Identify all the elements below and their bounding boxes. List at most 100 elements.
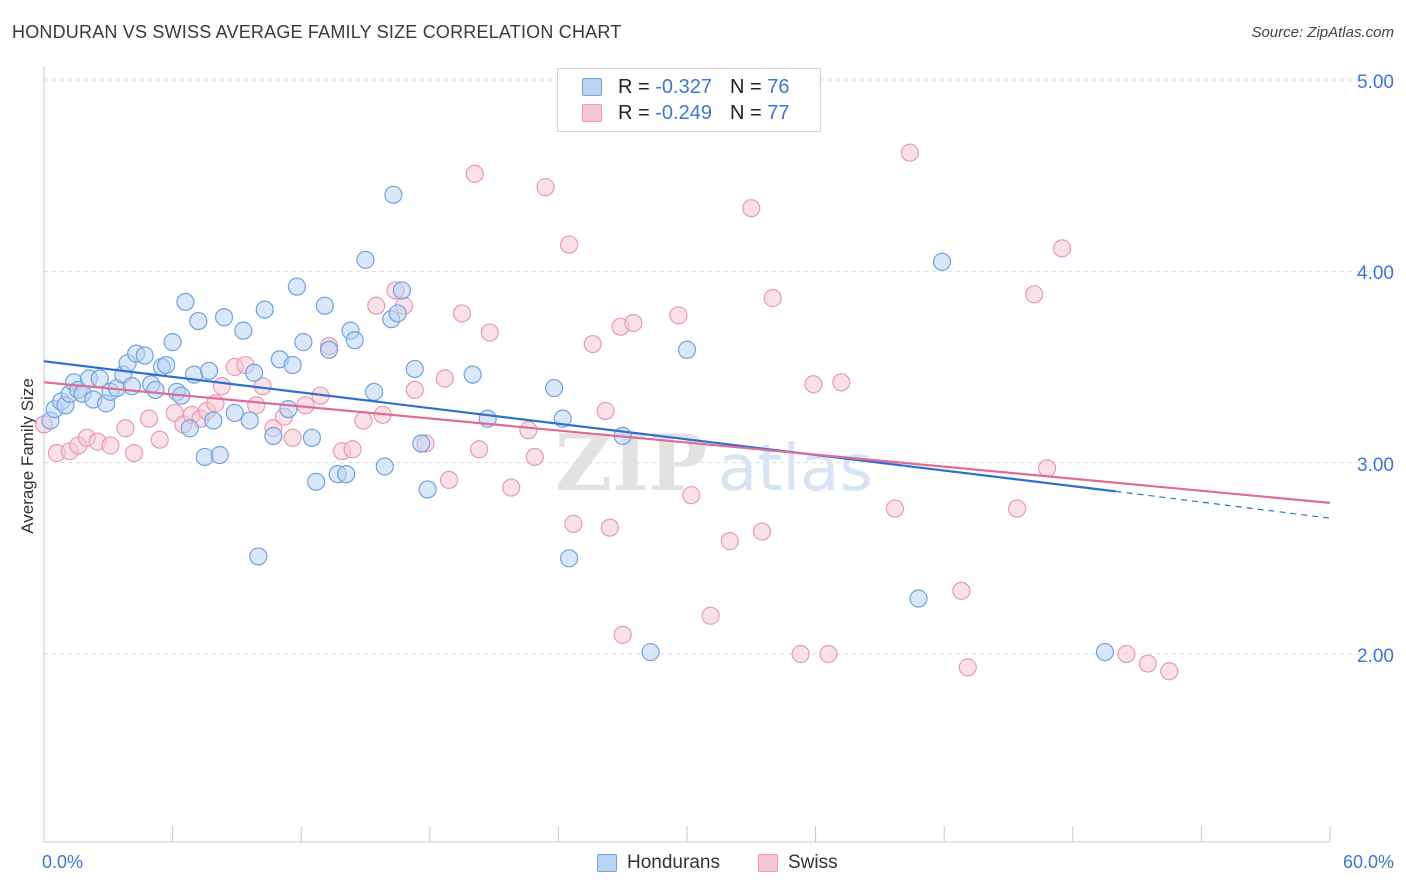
hondurans-point — [307, 472, 326, 491]
hondurans-point — [315, 296, 334, 315]
swiss-point — [525, 447, 544, 467]
legend-item-swiss[interactable]: Swiss — [758, 852, 838, 874]
hondurans-point — [176, 292, 195, 312]
legend-r-label: R = — [618, 75, 650, 98]
hondurans-point — [560, 549, 579, 568]
hondurans-point — [356, 250, 375, 269]
legend-r-value: -0.249 — [655, 101, 712, 124]
hondurans-point — [364, 382, 384, 401]
swiss-point — [283, 428, 302, 447]
hondurans-point — [375, 457, 394, 476]
y-tick-label: 3.00 — [1357, 454, 1394, 476]
legend-n-value: 77 — [767, 101, 790, 124]
swiss-point — [1052, 239, 1072, 258]
hondurans-point — [677, 340, 697, 359]
swiss-point — [354, 411, 373, 430]
hondurans-point — [204, 411, 223, 430]
hondurans-point — [418, 480, 437, 499]
swiss-swatch — [758, 854, 778, 872]
x-tick-label-min: 0.0% — [42, 852, 84, 872]
hondurans-point — [157, 355, 176, 375]
swiss-point — [885, 499, 905, 518]
swiss-point — [564, 514, 583, 533]
hondurans-point — [214, 308, 234, 327]
swiss-point — [465, 164, 484, 183]
swiss-point — [701, 606, 720, 625]
hondurans-point — [463, 365, 482, 384]
swiss-point — [669, 306, 688, 325]
swiss-point — [212, 377, 231, 396]
swiss-point — [600, 518, 619, 537]
hondurans-point — [264, 426, 283, 445]
hondurans-swatch — [582, 78, 602, 96]
hondurans-point — [189, 311, 208, 331]
hondurans-trend-extension — [1115, 490, 1331, 519]
legend-n-value: 76 — [767, 75, 790, 98]
swiss-point — [613, 625, 632, 644]
hondurans-point — [909, 589, 928, 608]
swiss-point — [1037, 459, 1057, 478]
swiss-point — [832, 373, 851, 392]
hondurans-point — [279, 399, 298, 419]
hondurans-point — [225, 403, 244, 423]
hondurans-point — [199, 361, 219, 380]
swiss-point — [502, 478, 521, 497]
correlation-legend: R = -0.327 N = 76 R = -0.249 N = 77 — [557, 68, 821, 132]
hondurans-point — [180, 419, 199, 438]
trend-lines — [43, 360, 1331, 519]
swiss-point — [819, 644, 838, 664]
swiss-point — [435, 369, 454, 388]
swiss-point — [1117, 644, 1136, 664]
hondurans-point — [319, 340, 339, 359]
hondurans-point — [545, 378, 564, 398]
swiss-point — [804, 375, 823, 394]
swiss-point — [480, 323, 499, 342]
series-legend: Hondurans Swiss — [0, 852, 1406, 876]
hondurans-point — [287, 277, 307, 296]
swiss-point — [452, 304, 472, 323]
hondurans-point — [240, 411, 259, 430]
svg-text:atlas: atlas — [718, 432, 873, 506]
chart-source: Source: ZipAtlas.com — [1251, 24, 1394, 41]
swiss-point — [596, 401, 615, 421]
y-tick-label: 5.00 — [1357, 72, 1394, 93]
legend-item-hondurans[interactable]: Hondurans — [597, 852, 720, 874]
hondurans-point — [195, 447, 214, 467]
watermark: ZIP atlas — [555, 418, 873, 509]
hondurans-point — [384, 185, 403, 204]
hondurans-point — [244, 363, 264, 382]
hondurans-point — [163, 333, 182, 352]
swiss-point — [624, 313, 643, 333]
swiss-point — [742, 199, 761, 218]
swiss-point — [469, 440, 489, 459]
swiss-point — [752, 522, 772, 541]
swiss-point — [101, 436, 120, 455]
hondurans-point — [337, 465, 356, 484]
hondurans-point — [641, 642, 660, 662]
hondurans-point — [932, 252, 952, 271]
swiss-point — [1138, 654, 1157, 673]
legend-n-label: N = — [729, 101, 762, 124]
hondurans-point — [234, 321, 253, 340]
legend-r-label: R = — [618, 101, 650, 124]
hondurans-point — [146, 380, 165, 400]
hondurans-trend-line — [43, 360, 1116, 493]
swiss-point — [536, 178, 555, 197]
swiss-point — [124, 444, 144, 463]
swiss-point — [1007, 499, 1027, 518]
y-tick-label: 2.00 — [1357, 646, 1394, 667]
hondurans-point — [412, 434, 431, 453]
hondurans-swatch — [597, 854, 617, 872]
swiss-points — [34, 143, 1179, 681]
hondurans-point — [210, 445, 229, 465]
swiss-point — [763, 289, 782, 308]
legend-r-value: -0.327 — [655, 75, 712, 98]
legend-row-hondurans: R = -0.327 N = 76 — [582, 76, 789, 98]
hondurans-point — [345, 331, 364, 350]
swiss-point — [560, 235, 579, 254]
swiss-point — [439, 470, 459, 489]
swiss-point — [900, 143, 920, 162]
x-tick-label-max: 60.0% — [1342, 852, 1394, 872]
hondurans-point — [135, 346, 154, 365]
swiss-swatch — [582, 104, 602, 122]
